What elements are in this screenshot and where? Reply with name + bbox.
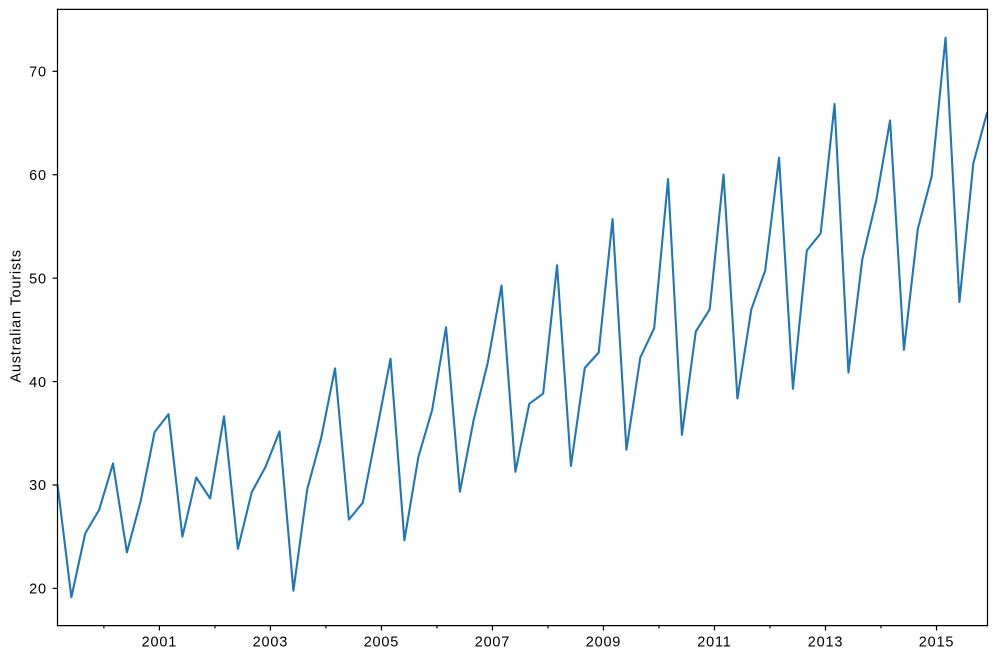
svg-text:2015: 2015 [919,635,954,651]
svg-text:2009: 2009 [586,635,621,651]
svg-text:40: 40 [29,375,47,391]
svg-text:2013: 2013 [808,635,843,651]
svg-text:Australian Tourists: Australian Tourists [9,249,25,382]
svg-text:2007: 2007 [475,635,510,651]
svg-text:60: 60 [29,168,47,184]
svg-text:2005: 2005 [364,635,399,651]
svg-text:2011: 2011 [697,635,731,651]
svg-text:2001: 2001 [142,635,177,651]
svg-text:50: 50 [29,271,47,287]
svg-text:2003: 2003 [253,635,288,651]
svg-text:70: 70 [29,65,47,81]
svg-text:30: 30 [29,478,47,494]
svg-text:20: 20 [29,582,47,598]
